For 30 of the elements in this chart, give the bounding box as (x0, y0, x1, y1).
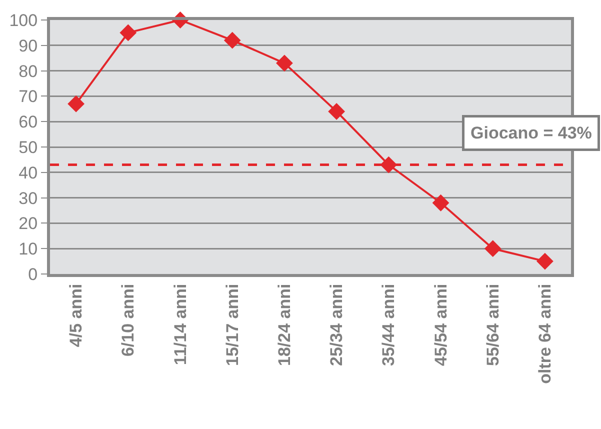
x-tick-label: 15/17 anni (222, 284, 242, 366)
y-tick-label: 40 (18, 163, 38, 182)
point (224, 32, 241, 49)
y-tick-label: 30 (18, 188, 38, 208)
y-tick-label: 70 (18, 87, 38, 106)
x-tick-label: oltre 64 anni (535, 284, 554, 384)
y-tick-label: 100 (9, 10, 38, 30)
x-tick-label: 11/14 anni (170, 284, 190, 366)
point (536, 252, 554, 270)
point (120, 24, 137, 42)
y-tick-label: 90 (18, 36, 38, 56)
y-tick-label: 0 (28, 264, 38, 284)
ref-line-label: Giocano = 43% (470, 124, 592, 142)
x-tick-label: 45/54 anni (431, 284, 450, 366)
x-tick-label: 55/64 anni (483, 284, 502, 366)
point (68, 95, 84, 112)
y-tick-label: 60 (18, 112, 38, 132)
point (328, 102, 345, 120)
point (484, 240, 502, 258)
y-tick-label: 10 (18, 240, 38, 259)
point (276, 54, 293, 72)
point (432, 194, 450, 212)
x-tick-label: 4/5 anni (66, 284, 86, 348)
x-tick-label: 35/44 anni (379, 284, 398, 366)
y-tick-label: 80 (18, 62, 38, 81)
x-tick-label: 18/24 anni (274, 284, 294, 366)
y-tick-label: 20 (18, 214, 38, 234)
x-tick-label: 6/10 anni (118, 284, 138, 357)
x-tick-label: 25/34 anni (327, 284, 346, 366)
y-tick-label: 50 (18, 138, 38, 157)
